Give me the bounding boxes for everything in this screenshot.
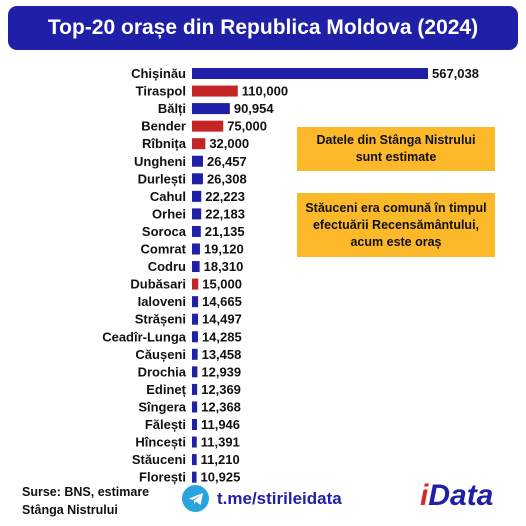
source-note: Surse: BNS, estimare Stânga Nistrului	[22, 483, 149, 519]
category-label: Ceadîr-Lunga	[102, 329, 187, 344]
source-line-2: Stânga Nistrului	[22, 503, 118, 517]
category-label: Bălți	[158, 101, 186, 116]
value-label: 13,458	[202, 347, 242, 362]
category-label: Căușeni	[135, 347, 186, 362]
bar	[192, 120, 224, 132]
bar	[192, 208, 202, 220]
category-label: Drochia	[138, 364, 187, 379]
bar	[192, 155, 204, 167]
category-label: Edineț	[146, 382, 186, 397]
value-label: 22,223	[205, 189, 245, 204]
bar	[192, 103, 230, 115]
bar	[192, 401, 198, 413]
value-label: 18,310	[204, 259, 244, 274]
idata-logo: iData	[420, 479, 493, 513]
value-label: 12,369	[201, 382, 241, 397]
category-label: Ungheni	[134, 154, 186, 169]
chart-title: Top-20 orașe din Republica Moldova (2024…	[8, 6, 518, 50]
bar	[192, 383, 198, 395]
bar	[192, 366, 198, 378]
bar	[192, 436, 197, 448]
bar	[192, 471, 197, 483]
bar	[192, 454, 197, 466]
category-label: Strășeni	[135, 312, 186, 327]
category-label: Chișinău	[131, 66, 186, 81]
bar	[192, 173, 203, 185]
category-label: Sîngera	[138, 399, 186, 414]
value-label: 110,000	[242, 84, 288, 99]
bar	[192, 68, 428, 79]
bar	[192, 225, 201, 237]
value-label: 11,210	[201, 452, 240, 467]
value-label: 26,457	[207, 154, 247, 169]
category-label: Florești	[139, 470, 186, 485]
value-label: 26,308	[207, 171, 247, 186]
bar	[192, 278, 199, 290]
bar	[192, 138, 206, 150]
value-label: 11,391	[201, 435, 240, 450]
value-label: 12,368	[201, 399, 241, 414]
value-label: 32,000	[209, 136, 249, 151]
category-label: Ialoveni	[138, 294, 186, 309]
category-label: Bender	[141, 119, 186, 134]
value-label: 75,000	[227, 119, 267, 134]
value-label: 10,925	[201, 470, 241, 485]
value-label: 22,183	[205, 206, 245, 221]
category-label: Soroca	[142, 224, 187, 239]
telegram-icon	[182, 485, 209, 512]
bar	[192, 348, 198, 360]
value-label: 567,038	[432, 66, 479, 81]
bar	[192, 296, 199, 308]
bar	[192, 243, 200, 255]
category-label: Hîncești	[135, 435, 186, 450]
note-stauceni: Stăuceni era comună în timpul efectuării…	[297, 193, 495, 257]
value-label: 12,939	[201, 364, 241, 379]
category-label: Cahul	[150, 189, 186, 204]
category-label: Durlești	[138, 171, 186, 186]
value-label: 11,946	[201, 417, 240, 432]
source-line-1: Surse: BNS, estimare	[22, 485, 150, 499]
category-label: Tiraspol	[136, 84, 186, 99]
value-label: 19,120	[204, 242, 244, 257]
category-label: Comrat	[140, 242, 186, 257]
logo-i: i	[420, 479, 429, 512]
telegram-link[interactable]: t.me/stirileidata	[182, 485, 342, 512]
note-estimated: Datele din Stânga Nistrului sunt estimat…	[297, 127, 495, 171]
value-label: 14,497	[202, 312, 242, 327]
telegram-link-text: t.me/stirileidata	[217, 488, 342, 508]
value-label: 15,000	[202, 277, 242, 292]
bar	[192, 313, 199, 325]
category-label: Fălești	[145, 417, 186, 432]
bar	[192, 261, 200, 273]
value-label: 14,285	[202, 329, 242, 344]
category-label: Orhei	[152, 206, 186, 221]
category-label: Dubăsari	[130, 277, 186, 292]
category-label: Rîbnița	[142, 136, 187, 151]
value-label: 21,135	[205, 224, 245, 239]
value-label: 14,665	[202, 294, 242, 309]
logo-data: Data	[428, 479, 494, 512]
category-label: Codru	[148, 259, 186, 274]
bar	[192, 85, 238, 97]
bar	[192, 331, 198, 343]
category-label: Stăuceni	[132, 452, 186, 467]
value-label: 90,954	[234, 101, 275, 116]
bar	[192, 190, 202, 202]
bar	[192, 419, 197, 430]
